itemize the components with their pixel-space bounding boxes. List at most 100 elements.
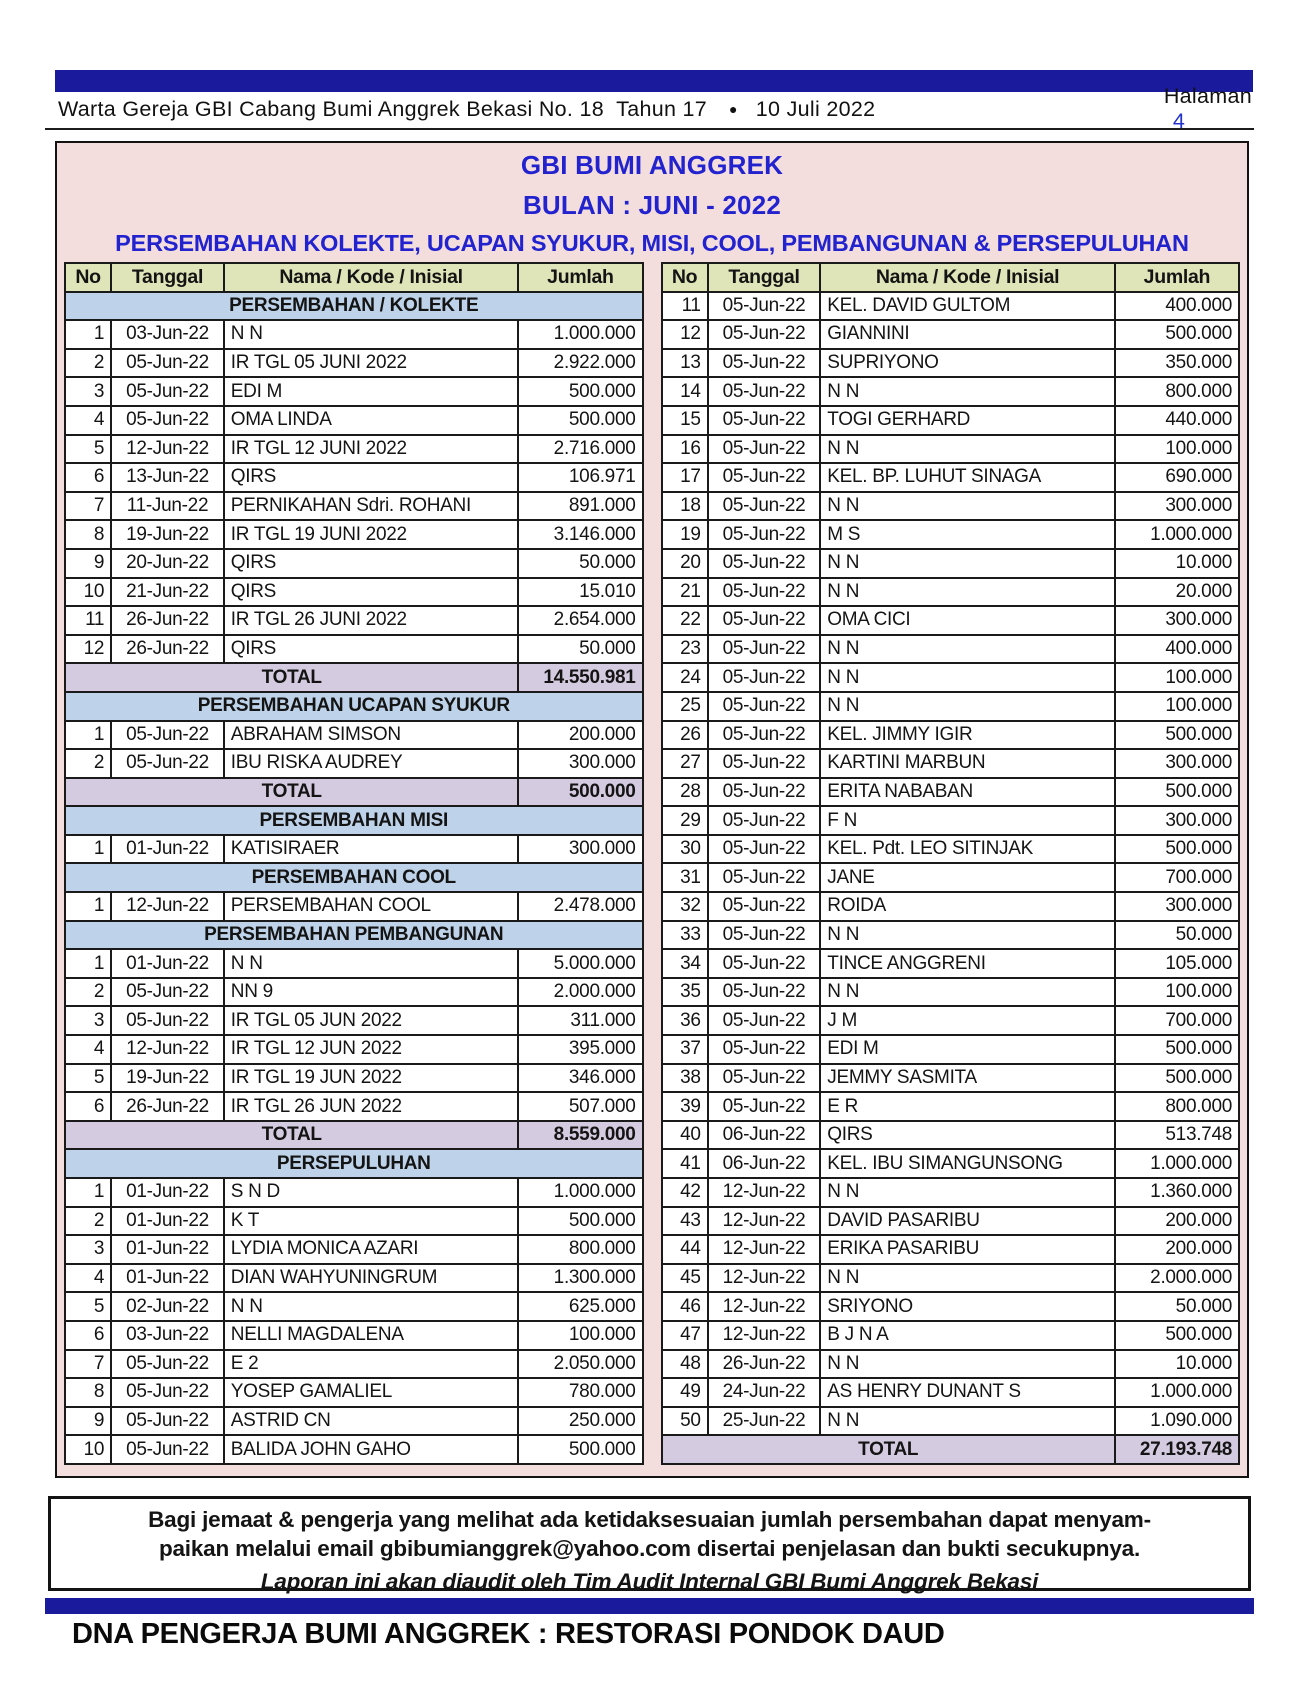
cell-amount: 800.000 bbox=[1113, 376, 1241, 407]
total-label: TOTAL bbox=[660, 1434, 1116, 1465]
cell-no: 7 bbox=[63, 1348, 113, 1380]
cell-amount: 3.146.000 bbox=[517, 519, 644, 550]
cell-date: 05-Jun-22 bbox=[110, 347, 225, 379]
table-row: 24 05-Jun-22 N N 100.000 bbox=[660, 662, 1241, 693]
column-header-nama: Nama / Kode / Inisial bbox=[819, 262, 1116, 293]
cell-name: B J N A bbox=[819, 1319, 1116, 1351]
table-row: 6 03-Jun-22 NELLI MAGDALENA 100.000 bbox=[63, 1319, 644, 1351]
cell-no: 35 bbox=[660, 976, 709, 1008]
cell-name: IR TGL 12 JUNI 2022 bbox=[222, 433, 520, 465]
report-period-title: BULAN : JUNI - 2022 bbox=[522, 190, 782, 220]
cell-no: 18 bbox=[660, 490, 709, 522]
cell-amount: 50.000 bbox=[1113, 1291, 1241, 1322]
cell-date: 03-Jun-22 bbox=[110, 1319, 225, 1351]
table-row: 28 05-Jun-22 ERITA NABABAN 500.000 bbox=[660, 776, 1241, 808]
cell-no: 7 bbox=[63, 490, 113, 522]
cell-name: IBU RISKA AUDREY bbox=[222, 748, 520, 779]
cell-no: 49 bbox=[660, 1377, 709, 1408]
cell-amount: 2.000.000 bbox=[517, 976, 644, 1008]
cell-name: N N bbox=[819, 547, 1116, 579]
cell-no: 5 bbox=[63, 1291, 113, 1322]
section-header-label: PERSEMBAHAN / KOLEKTE bbox=[64, 290, 644, 322]
cell-name: N N bbox=[819, 1348, 1116, 1380]
report-subtitle: PERSEMBAHAN KOLEKTE, UCAPAN SYUKUR, MISI… bbox=[115, 230, 1189, 256]
table-row: 37 05-Jun-22 EDI M 500.000 bbox=[660, 1034, 1241, 1065]
cell-amount: 300.000 bbox=[517, 748, 644, 779]
cell-date: 02-Jun-22 bbox=[110, 1291, 225, 1322]
table-row: 1 03-Jun-22 N N 1.000.000 bbox=[63, 319, 644, 350]
cell-amount: 106.971 bbox=[517, 462, 644, 493]
cell-no: 9 bbox=[63, 547, 113, 579]
cell-no: 10 bbox=[63, 1434, 113, 1465]
cell-no: 48 bbox=[660, 1348, 709, 1380]
cell-no: 46 bbox=[660, 1291, 709, 1322]
footer-slogan: DNA PENGERJA BUMI ANGGREK : RESTORASI PO… bbox=[72, 1618, 945, 1650]
cell-name: N N bbox=[819, 1177, 1116, 1208]
masthead: Warta Gereja GBI Cabang Bumi Anggrek Bek… bbox=[58, 84, 1252, 133]
table-row: 1 01-Jun-22 N N 5.000.000 bbox=[63, 948, 644, 979]
cell-name: KEL. BP. LUHUT SINAGA bbox=[819, 462, 1116, 493]
cell-amount: 2.000.000 bbox=[1113, 1262, 1241, 1294]
table-row: 17 05-Jun-22 KEL. BP. LUHUT SINAGA 690.000 bbox=[660, 462, 1241, 493]
cell-name: QIRS bbox=[819, 1119, 1116, 1151]
page-indicator: Halaman 4 bbox=[1126, 59, 1252, 159]
table-row: 2 05-Jun-22 IR TGL 05 JUNI 2022 2.922.000 bbox=[63, 347, 644, 379]
cell-amount: 1.000.000 bbox=[517, 319, 644, 350]
table-row: 6 13-Jun-22 QIRS 106.971 bbox=[63, 462, 644, 493]
cell-no: 26 bbox=[660, 719, 709, 751]
notice-line-1: Bagi jemaat & pengerja yang melihat ada … bbox=[148, 1507, 1151, 1532]
cell-name: ABRAHAM SIMSON bbox=[222, 719, 520, 751]
cell-no: 19 bbox=[660, 519, 709, 550]
cell-date: 03-Jun-22 bbox=[110, 319, 225, 350]
cell-amount: 513.748 bbox=[1113, 1119, 1241, 1151]
column-header-row: No Tanggal Nama / Kode / Inisial Jumlah bbox=[63, 262, 644, 293]
cell-no: 3 bbox=[63, 376, 113, 407]
cell-amount: 700.000 bbox=[1113, 862, 1241, 894]
cell-amount: 500.000 bbox=[1113, 776, 1241, 808]
cell-no: 13 bbox=[660, 347, 709, 379]
section-header-row: PERSEMBAHAN UCAPAN SYUKUR bbox=[64, 690, 644, 722]
cell-name: EDI M bbox=[222, 376, 520, 407]
cell-amount: 20.000 bbox=[1113, 576, 1241, 608]
cell-name: N N bbox=[819, 633, 1116, 665]
cell-amount: 100.000 bbox=[1113, 662, 1241, 693]
cell-name: N N bbox=[819, 690, 1116, 722]
cell-amount: 200.000 bbox=[1113, 1205, 1241, 1237]
cell-name: IR TGL 19 JUNI 2022 bbox=[222, 519, 520, 550]
cell-no: 2 bbox=[63, 748, 113, 779]
table-row: 46 12-Jun-22 SRIYONO 50.000 bbox=[660, 1291, 1241, 1322]
table-row: 38 05-Jun-22 JEMMY SASMITA 500.000 bbox=[660, 1062, 1241, 1094]
cell-no: 3 bbox=[63, 1005, 113, 1037]
total-amount: 500.000 bbox=[517, 776, 644, 808]
cell-date: 12-Jun-22 bbox=[706, 1291, 822, 1322]
cell-amount: 200.000 bbox=[517, 719, 644, 751]
cell-no: 4 bbox=[63, 1262, 113, 1294]
table-row: 18 05-Jun-22 N N 300.000 bbox=[660, 490, 1241, 522]
column-header-no: No bbox=[63, 262, 113, 293]
cell-date: 05-Jun-22 bbox=[706, 776, 822, 808]
cell-no: 31 bbox=[660, 862, 709, 894]
cell-date: 01-Jun-22 bbox=[110, 1205, 225, 1237]
cell-no: 11 bbox=[63, 605, 113, 636]
cell-name: JEMMY SASMITA bbox=[819, 1062, 1116, 1094]
section-header-row: PERSEMBAHAN PEMBANGUNAN bbox=[64, 919, 644, 951]
cell-amount: 100.000 bbox=[517, 1319, 644, 1351]
cell-amount: 50.000 bbox=[517, 547, 644, 579]
cell-date: 24-Jun-22 bbox=[706, 1377, 822, 1408]
cell-name: SRIYONO bbox=[819, 1291, 1116, 1322]
bullet-separator-icon: ● bbox=[729, 101, 738, 117]
cell-amount: 300.000 bbox=[1113, 891, 1241, 922]
cell-date: 26-Jun-22 bbox=[110, 633, 225, 665]
cell-date: 05-Jun-22 bbox=[706, 690, 822, 722]
cell-date: 01-Jun-22 bbox=[110, 1177, 225, 1208]
cell-name: IR TGL 26 JUN 2022 bbox=[222, 1091, 520, 1122]
cell-amount: 500.000 bbox=[1113, 1062, 1241, 1094]
cell-date: 01-Jun-22 bbox=[110, 1262, 225, 1294]
cell-no: 38 bbox=[660, 1062, 709, 1094]
cell-no: 16 bbox=[660, 433, 709, 465]
cell-no: 2 bbox=[63, 1205, 113, 1237]
bottom-divider-bar bbox=[45, 1598, 1254, 1614]
cell-date: 12-Jun-22 bbox=[110, 1034, 225, 1065]
column-header-tanggal: Tanggal bbox=[706, 262, 822, 293]
report-table-left: No Tanggal Nama / Kode / Inisial Jumlah … bbox=[63, 262, 644, 1465]
